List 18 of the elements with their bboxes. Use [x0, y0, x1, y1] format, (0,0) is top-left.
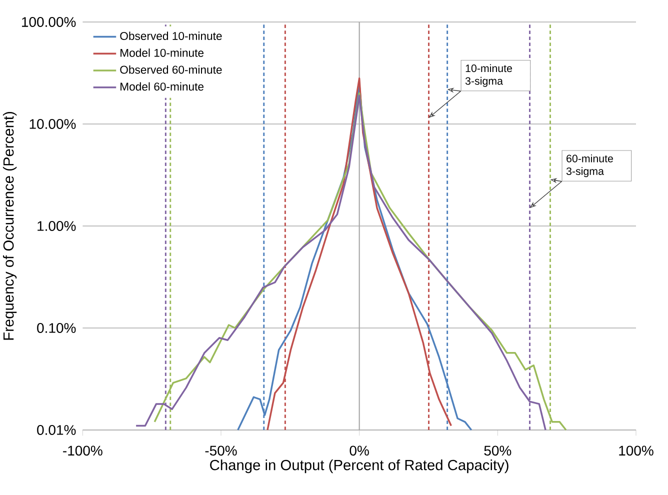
x-tick-label: -50%	[205, 446, 237, 456]
annotation: 10-minute 3-sigma	[465, 64, 512, 87]
y-tick-label: 100.00%	[22, 17, 76, 27]
legend-label: Model 60-minute	[120, 82, 204, 91]
x-tick-label: -100%	[63, 446, 102, 456]
y-tick-label: 0.10%	[37, 323, 76, 333]
y-tick-label: 10.00%	[30, 119, 76, 129]
legend-label: Model 10-minute	[120, 48, 204, 57]
x-tick-label: 100%	[619, 446, 654, 456]
y-tick-label: 0.01%	[37, 425, 76, 435]
y-axis-title: Frequency of Occurrence (Percent)	[2, 112, 17, 340]
y-tick-label: 1.00%	[38, 221, 76, 231]
legend-label: Observed 60-minute	[120, 65, 222, 74]
legend-label: Observed 10-minute	[120, 32, 222, 40]
x-axis-title: Change in Output (Percent of Rated Capacity)	[210, 459, 508, 474]
annotation: 60-minute 3-sigma	[566, 154, 613, 178]
x-tick-label: 0%	[350, 446, 369, 456]
x-tick-label: 50%	[484, 446, 512, 456]
